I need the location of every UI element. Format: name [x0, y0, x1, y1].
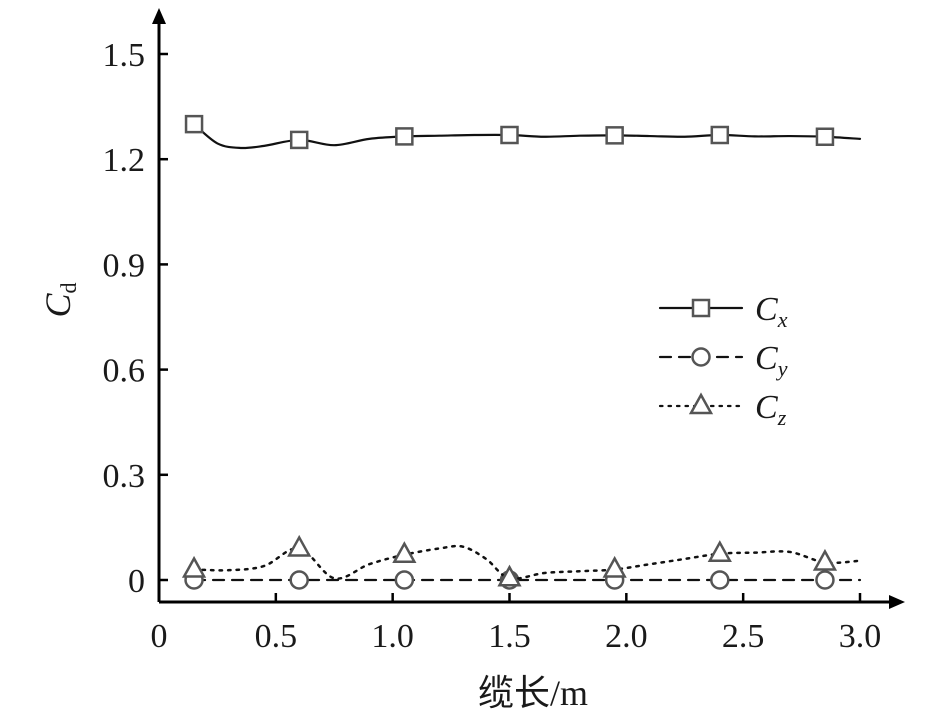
y-tick-label: 1.5: [103, 37, 146, 74]
y-axis-title-sub: d: [56, 282, 81, 293]
legend-label-main: C: [755, 389, 778, 426]
y-axis-arrow: [152, 8, 166, 24]
data-point-z: [287, 534, 312, 557]
legend-label-z: Cz: [755, 389, 787, 430]
legend-label-main: C: [755, 291, 778, 328]
y-tick-label: 0.9: [103, 247, 146, 284]
series-layer: [181, 114, 862, 590]
legend-label-main: C: [755, 340, 778, 377]
y-tick-label: 0.6: [103, 353, 146, 390]
data-point-x: [500, 125, 519, 145]
x-tick-label: 0: [151, 618, 168, 655]
x-axis-title: 缆长/m: [478, 673, 588, 713]
y-tick-label: 0: [128, 563, 145, 600]
data-point-z: [602, 555, 627, 578]
legend-marker-z: [688, 392, 714, 415]
data-point-z: [181, 555, 207, 578]
data-point-z: [812, 548, 838, 571]
y-tick-label: 1.2: [103, 142, 146, 179]
legend-item-z: Cz: [658, 389, 787, 430]
axes: 0 0.3 0.6 0.9 1.2 1.5 0 0.5 1.0 1.5 2.0 2.5 3.0: [103, 8, 905, 655]
legend-item-x: Cx: [658, 291, 788, 332]
data-point-z: [392, 541, 417, 564]
legend-label-sub: x: [777, 307, 788, 332]
legend-marker-y: [691, 347, 711, 367]
y-tick-label: 0.3: [103, 458, 146, 495]
x-tick-label: 2.0: [605, 618, 648, 655]
data-point-x: [289, 130, 309, 150]
y-axis-title: Cd: [38, 282, 81, 317]
data-point-x: [815, 127, 835, 147]
data-point-y: [710, 570, 730, 590]
series-z: [181, 534, 862, 587]
series-x: [184, 114, 862, 150]
x-tick-label: 3.0: [839, 618, 882, 655]
x-tick-label: 2.5: [722, 618, 765, 655]
data-point-y: [289, 570, 309, 590]
legend-label-sub: y: [776, 356, 788, 381]
data-point-y: [815, 570, 835, 590]
data-point-y: [394, 570, 415, 590]
legend-label-y: Cy: [755, 340, 788, 381]
x-axis-arrow: [889, 595, 905, 609]
x-tick-label: 1.0: [371, 618, 414, 655]
legend-label-sub: z: [777, 405, 787, 430]
x-tick-label: 0.5: [255, 618, 298, 655]
x-tick-label: 1.5: [488, 618, 531, 655]
svg-text:Cd: Cd: [38, 282, 81, 317]
data-point-x: [395, 127, 414, 146]
data-point-z: [707, 540, 732, 562]
data-point-x: [184, 114, 204, 134]
legend-item-y: Cy: [658, 340, 788, 381]
data-point-x: [710, 125, 730, 145]
data-point-z: [497, 564, 522, 587]
y-axis-title-main: C: [38, 293, 78, 318]
legend-label-x: Cx: [755, 291, 788, 332]
data-point-x: [605, 126, 624, 145]
legend-marker-x: [691, 298, 711, 318]
series-y: [184, 570, 862, 590]
